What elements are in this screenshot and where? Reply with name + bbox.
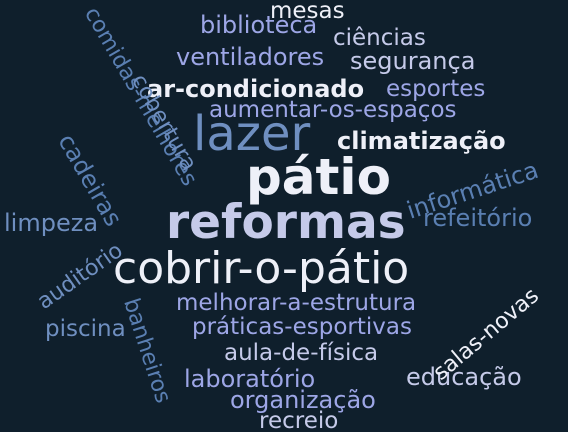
word-climatizacao: climatização: [337, 127, 506, 155]
word-reformas: reformas: [166, 195, 406, 250]
word-educacao: educação: [406, 363, 522, 391]
word-ciencias: ciências: [333, 25, 426, 51]
word-ventiladores: ventiladores: [176, 43, 325, 71]
word-organizacao: organização: [230, 386, 376, 414]
word-aula-de-fisica: aula-de-física: [224, 340, 379, 366]
word-refeitorio: refeitório: [423, 204, 533, 232]
word-patio: pátio: [246, 148, 391, 206]
word-mesas: mesas: [270, 0, 345, 24]
word-melhorar-a-estrutura: melhorar-a-estrutura: [176, 290, 417, 316]
word-banheiros: banheiros: [118, 295, 176, 407]
word-laboratorio: laboratório: [184, 365, 316, 393]
word-aumentar-os-espacos: aumentar-os-espaços: [209, 97, 457, 123]
word-biblioteca: biblioteca: [200, 11, 318, 39]
word-limpeza: limpeza: [4, 209, 99, 237]
word-cobrir-o-patio: cobrir-o-pátio: [113, 243, 410, 294]
word-lazer: lazer: [193, 106, 311, 162]
word-ar-condicionado: ar-condicionado: [147, 75, 365, 103]
word-seguranca: segurança: [350, 47, 476, 75]
word-esportes: esportes: [386, 76, 486, 102]
word-piscina: piscina: [45, 316, 126, 342]
word-recreio: recreio: [259, 408, 339, 432]
word-praticas-esportivas: práticas-esportivas: [192, 314, 412, 340]
